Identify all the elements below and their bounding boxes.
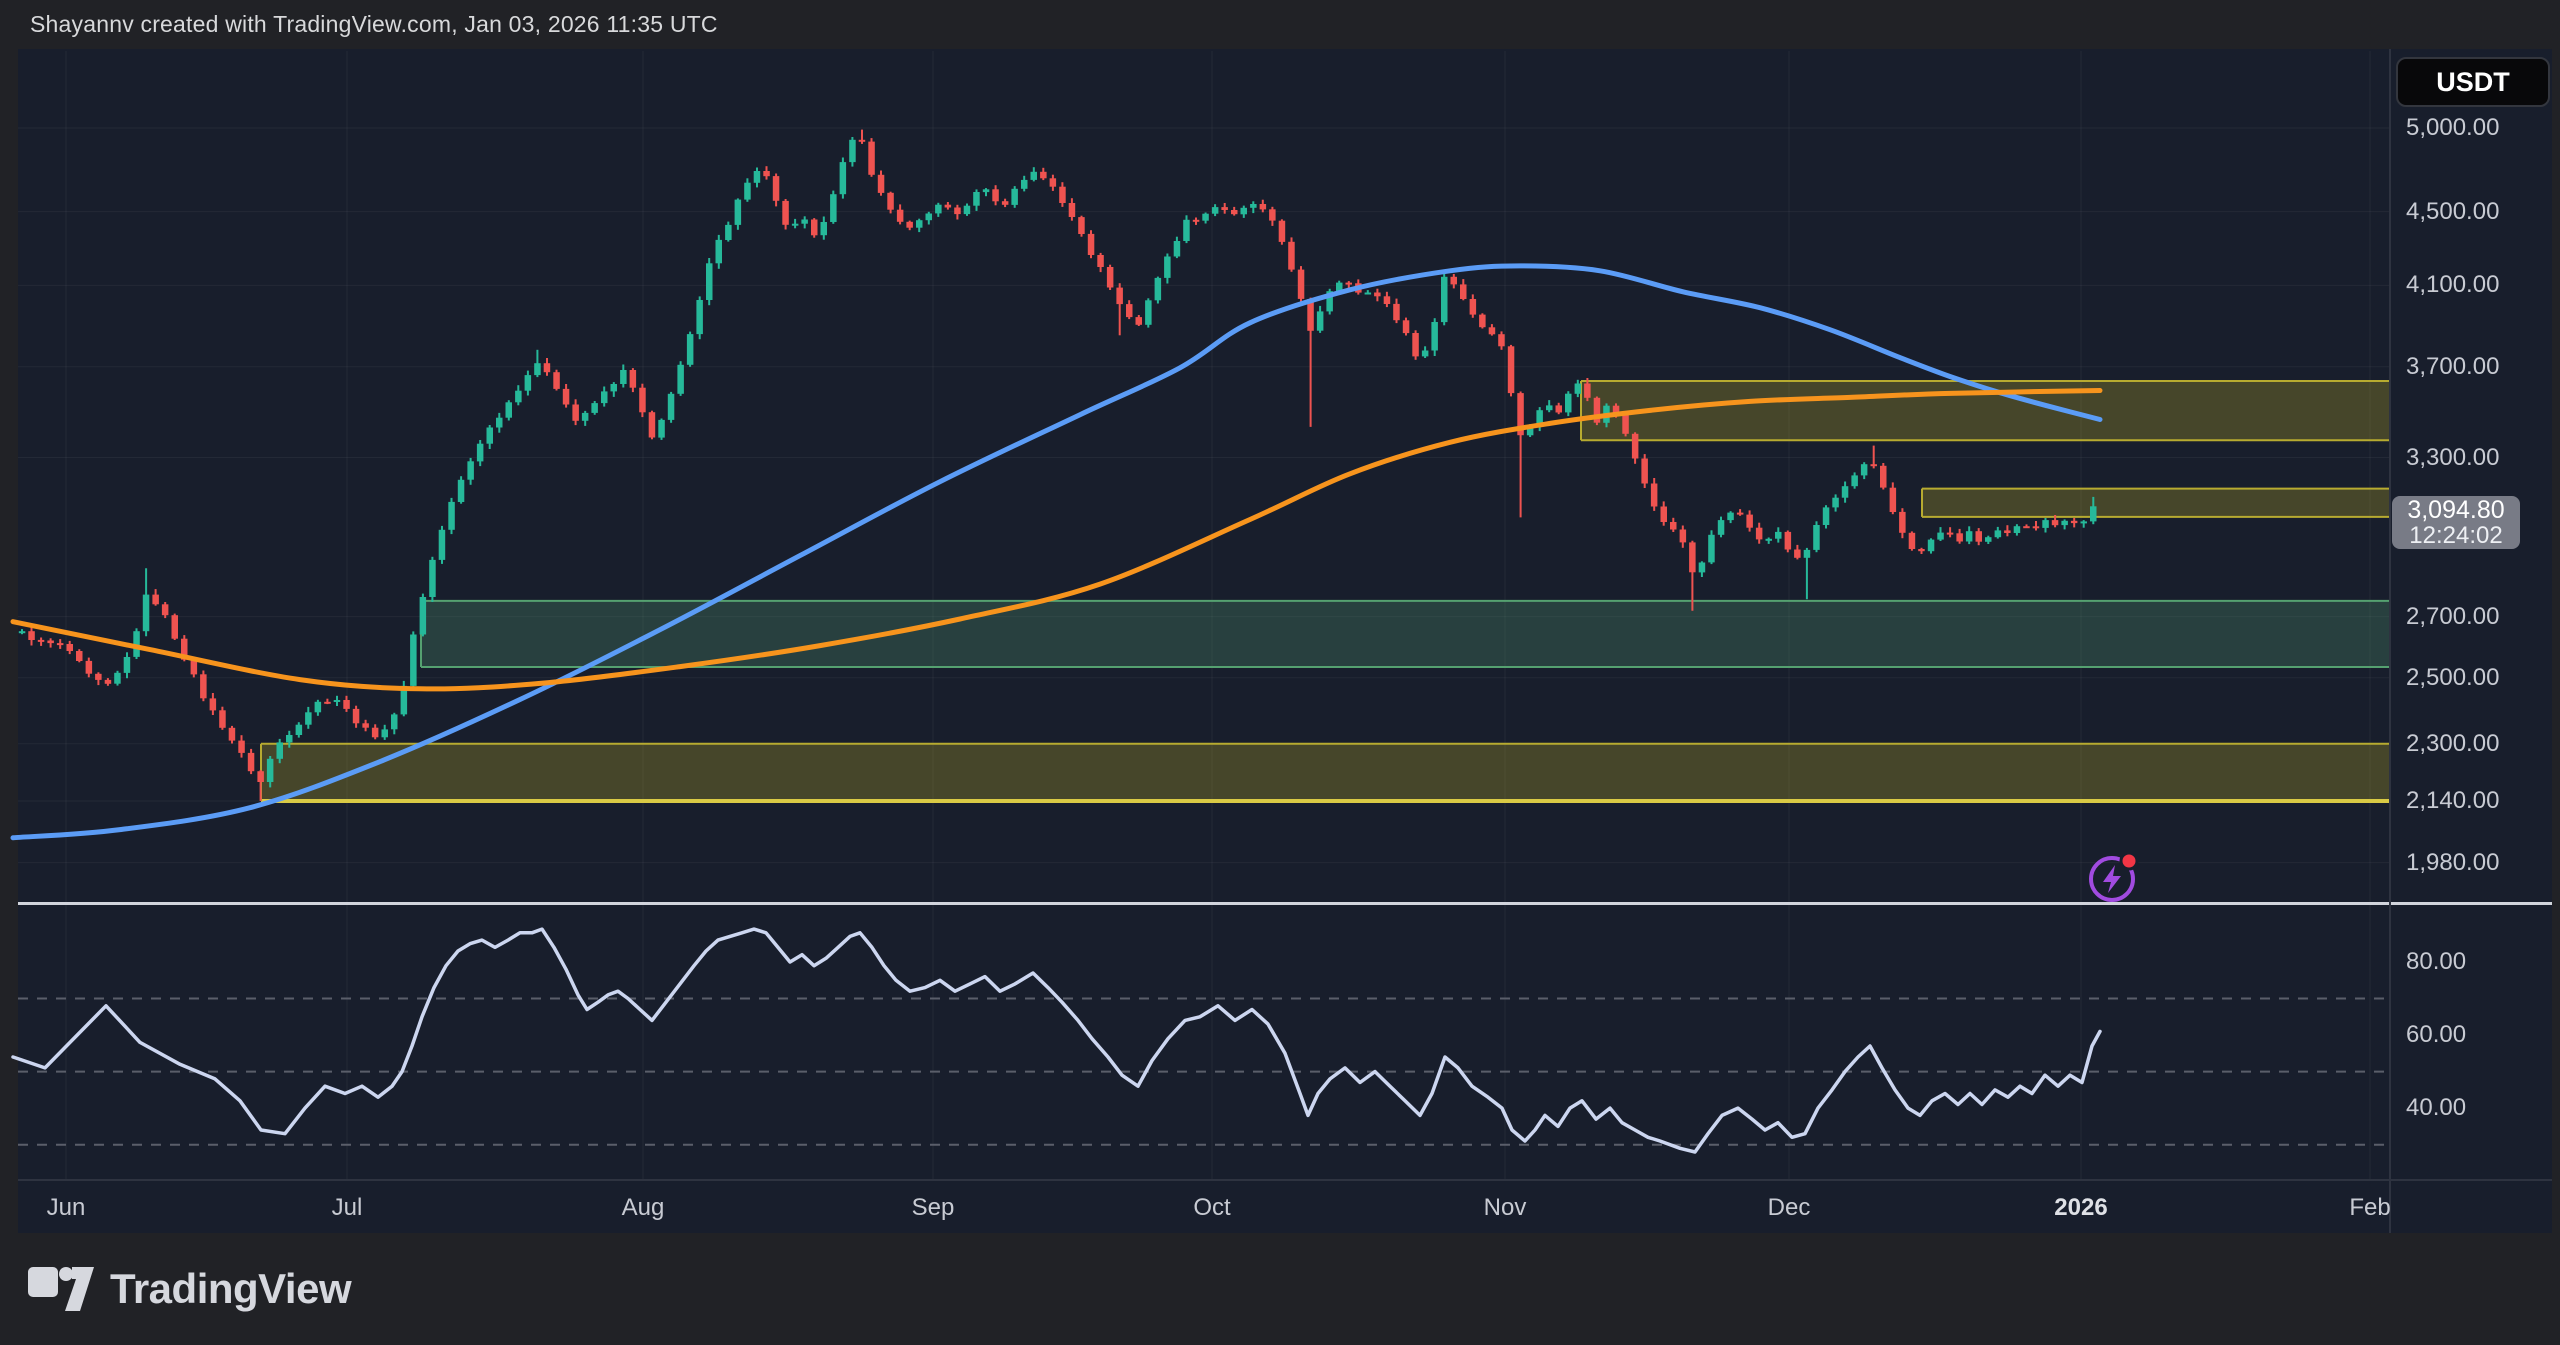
price-tick-label[interactable]: 2,300.00 xyxy=(2406,729,2500,757)
price-tick-label[interactable]: 4,500.00 xyxy=(2406,197,2500,225)
time-tick-label[interactable]: Sep xyxy=(911,1194,955,1221)
price-tick-label[interactable]: 5,000.00 xyxy=(2406,114,2500,141)
last-price-value: 3,094.80 xyxy=(2407,495,2505,524)
notification-dot xyxy=(2119,851,2139,871)
candles-series xyxy=(18,129,2097,801)
rsi-line xyxy=(11,927,2102,1154)
currency-toggle-button[interactable]: USDT xyxy=(2396,57,2550,107)
price-tick-label[interactable]: 1,980.00 xyxy=(2406,848,2500,876)
time-tick-label[interactable]: 2026 xyxy=(2054,1194,2108,1221)
price-tick-label[interactable]: 3,700.00 xyxy=(2406,352,2500,380)
bolt-glyph xyxy=(2103,865,2121,893)
logo-bar: TradingView xyxy=(0,1233,2560,1345)
attribution-bar: Shayannv created with TradingView.com, J… xyxy=(0,0,2560,49)
time-tick-label[interactable]: Jun xyxy=(46,1194,86,1221)
rsi-tick-label[interactable]: 40.00 xyxy=(2406,1094,2467,1122)
bar-countdown: 12:24:02 xyxy=(2409,521,2503,549)
tradingview-logo[interactable]: TradingView xyxy=(28,1265,352,1313)
price-tick-label[interactable]: 3,300.00 xyxy=(2406,443,2500,471)
rsi-tick-label[interactable]: 60.00 xyxy=(2406,1021,2467,1049)
sr-zones[interactable] xyxy=(260,380,2390,803)
time-tick-label[interactable]: Nov xyxy=(1483,1194,1527,1221)
support-zone-green xyxy=(420,599,2390,668)
tradingview-wordmark: TradingView xyxy=(110,1265,352,1312)
price-tick-label[interactable]: 2,140.00 xyxy=(2406,786,2500,814)
rsi-tick-label[interactable]: 80.00 xyxy=(2406,948,2467,975)
time-tick-label[interactable]: Jul xyxy=(331,1194,363,1221)
chart-background xyxy=(18,49,2552,1233)
resistance-zone-mid xyxy=(1921,487,2390,518)
bolt-circle xyxy=(2089,856,2135,902)
price-tick-label[interactable]: 2,700.00 xyxy=(2406,602,2500,630)
time-tick-label[interactable]: Aug xyxy=(621,1194,665,1221)
boost-lightning-icon[interactable] xyxy=(2086,851,2140,905)
support-zone-lower xyxy=(260,742,2390,803)
time-tick-label[interactable]: Feb xyxy=(2349,1194,2391,1221)
ma-blue-line[interactable] xyxy=(10,263,2103,841)
time-tick-label[interactable]: Dec xyxy=(1767,1194,1811,1221)
last-price-badge[interactable]: 3,094.80 12:24:02 xyxy=(2392,496,2520,549)
ma-orange-line[interactable] xyxy=(10,388,2103,692)
tradingview-mark-icon xyxy=(28,1267,94,1311)
time-tick-label[interactable]: Oct xyxy=(1193,1194,1231,1221)
attribution-text: Shayannv created with TradingView.com, J… xyxy=(30,11,718,37)
pane-separators xyxy=(18,49,2552,1233)
rsi-pane xyxy=(11,927,2390,1154)
price-tick-label[interactable]: 2,500.00 xyxy=(2406,663,2500,691)
price-tick-label[interactable]: 4,100.00 xyxy=(2406,271,2500,299)
